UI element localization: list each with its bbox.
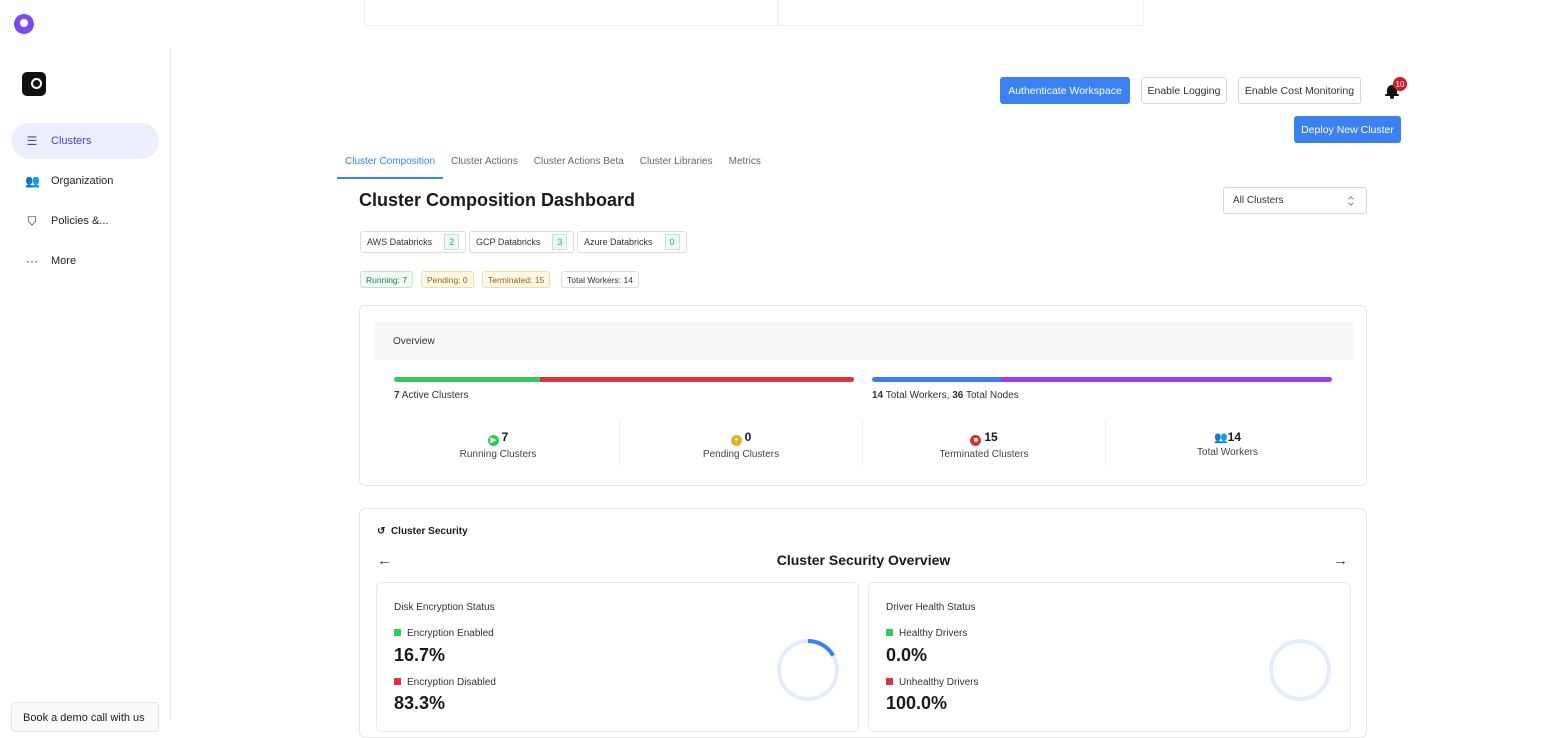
- security-section-title: ↺ Cluster Security: [377, 526, 468, 537]
- provider-count: 3: [552, 234, 568, 250]
- disk-encryption-card: Disk Encryption Status Encryption Enable…: [376, 582, 859, 732]
- top-panel: [778, 0, 1144, 26]
- cluster-filter-select[interactable]: All Clusters: [1223, 187, 1367, 214]
- notification-badge: 10: [1393, 77, 1407, 91]
- provider-azure[interactable]: Azure Databricks 0: [577, 231, 687, 253]
- enabled-percent: 16.7%: [394, 645, 446, 665]
- play-icon: ▶: [487, 435, 499, 446]
- terminated-chip: Terminated: 15: [482, 271, 551, 288]
- tab-cluster-libraries[interactable]: Cluster Libraries: [639, 156, 713, 167]
- tab-metrics[interactable]: Metrics: [728, 156, 761, 167]
- sidebar-item-more[interactable]: ··· More: [11, 243, 159, 279]
- book-demo-button[interactable]: Book a demo call with us: [11, 702, 159, 732]
- security-card: [359, 508, 1367, 738]
- provider-count: 0: [664, 234, 680, 250]
- stat-terminated: ■ 15 Terminated Clusters: [863, 420, 1106, 466]
- legend-disabled: Encryption Disabled: [394, 677, 496, 688]
- arrow-left-icon[interactable]: ←: [377, 552, 392, 569]
- nodes-segment: [1000, 377, 1332, 382]
- provider-count: 2: [444, 234, 460, 250]
- sidebar-item-clusters[interactable]: ☰ Clusters: [11, 123, 159, 159]
- sidebar-item-organization[interactable]: 👥 Organization: [11, 163, 159, 199]
- stat-workers: 👥14 Total Workers: [1197, 430, 1258, 458]
- active-clusters-label: 7 Active Clusters: [394, 390, 469, 401]
- disabled-percent: 83.3%: [394, 693, 446, 713]
- driver-health-card: Driver Health Status Healthy Drivers 0.0…: [868, 582, 1351, 732]
- card-title: Disk Encryption Status: [394, 602, 495, 613]
- enable-logging-button[interactable]: Enable Logging: [1141, 77, 1227, 104]
- cluster-status-bar: [394, 377, 854, 382]
- card-title: Driver Health Status: [886, 602, 976, 613]
- pending-icon: +: [730, 435, 742, 446]
- running-chip: Running: 7: [360, 271, 414, 288]
- top-panel: [364, 0, 778, 26]
- running-segment: [394, 377, 541, 382]
- terminated-segment: [540, 377, 854, 382]
- authenticate-workspace-button[interactable]: Authenticate Workspace: [1000, 77, 1130, 104]
- legend-enabled: Encryption Enabled: [394, 628, 494, 639]
- chevron-updown-icon: [1348, 196, 1354, 206]
- user-avatar[interactable]: [14, 14, 34, 34]
- sidebar-item-label: Clusters: [51, 135, 92, 147]
- arrow-right-icon[interactable]: →: [1333, 552, 1348, 569]
- provider-aws[interactable]: AWS Databricks 2: [360, 231, 467, 253]
- users-icon: 👥: [25, 174, 40, 188]
- select-value: All Clusters: [1233, 195, 1284, 206]
- tab-cluster-composition[interactable]: Cluster Composition: [337, 152, 444, 179]
- history-icon: ↺: [377, 526, 386, 537]
- healthy-percent: 0.0%: [886, 645, 928, 665]
- bell-icon[interactable]: [1385, 84, 1399, 99]
- tab-cluster-actions[interactable]: Cluster Actions: [451, 156, 518, 167]
- sidebar-item-label: Organization: [51, 175, 114, 187]
- server-icon: ☰: [26, 134, 38, 148]
- provider-name: Azure Databricks: [584, 237, 653, 247]
- security-overview-heading: Cluster Security Overview: [776, 552, 951, 568]
- donut-arc: [777, 639, 839, 701]
- unhealthy-percent: 100.0%: [886, 693, 948, 713]
- users-icon: 👥: [1213, 432, 1228, 444]
- tab-bar: Cluster Composition Cluster Actions Clus…: [337, 152, 769, 179]
- total-workers-chip: Total Workers: 14: [561, 271, 639, 288]
- provider-name: AWS Databricks: [367, 237, 433, 247]
- app-logo: [22, 72, 46, 96]
- sidebar-item-policies[interactable]: ⛉ Policies &...: [11, 203, 159, 239]
- provider-name: GCP Databricks: [476, 237, 541, 247]
- sidebar-item-label: Policies &...: [51, 215, 109, 227]
- enable-cost-monitoring-button[interactable]: Enable Cost Monitoring: [1238, 77, 1361, 104]
- stat-running: ▶ 7 Running Clusters: [377, 420, 620, 466]
- provider-gcp[interactable]: GCP Databricks 3: [469, 231, 575, 253]
- shield-icon: ⛉: [27, 213, 37, 228]
- tab-cluster-actions-beta[interactable]: Cluster Actions Beta: [533, 156, 624, 167]
- workers-segment: [872, 377, 1001, 382]
- legend-unhealthy: Unhealthy Drivers: [886, 677, 978, 688]
- overview-header: Overview: [374, 322, 1354, 360]
- deploy-new-cluster-button[interactable]: Deploy New Cluster: [1294, 116, 1401, 143]
- workers-nodes-label: 14 Total Workers, 36 Total Nodes: [872, 390, 1019, 401]
- pending-chip: Pending: 0: [421, 271, 474, 288]
- driver-health-donut: [1269, 639, 1331, 701]
- sidebar: ☰ Clusters 👥 Organization ⛉ Policies &... ·…: [0, 48, 171, 720]
- legend-healthy: Healthy Drivers: [886, 628, 967, 639]
- page-title: Cluster Composition Dashboard: [359, 190, 636, 210]
- more-icon: ···: [26, 254, 38, 268]
- stat-pending: +0 Pending Clusters: [620, 420, 863, 466]
- node-bar: [872, 377, 1332, 382]
- stop-icon: ■: [970, 435, 982, 446]
- encryption-donut: [777, 639, 839, 701]
- sidebar-item-label: More: [51, 255, 77, 267]
